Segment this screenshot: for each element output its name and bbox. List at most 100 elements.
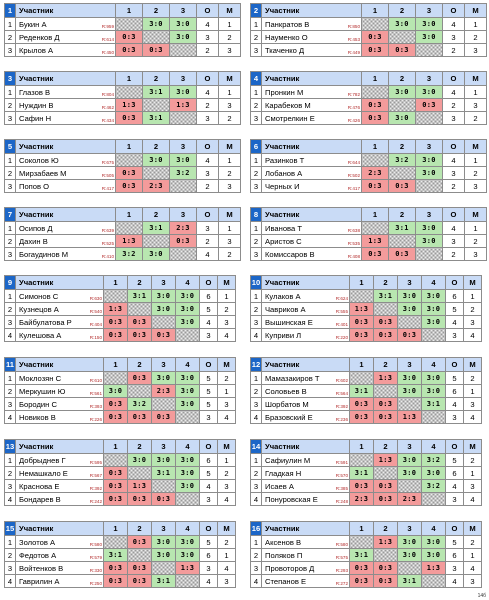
player-cell[interactable]: Краснова Е R:392 bbox=[15, 479, 104, 493]
player-name[interactable]: Мирзабаев М bbox=[19, 168, 67, 178]
player-cell[interactable]: Моклозян С R:610 bbox=[15, 371, 104, 385]
player-name[interactable]: Черных И bbox=[265, 181, 300, 191]
player-cell[interactable]: Букин А R:959 bbox=[15, 17, 116, 31]
player-cell[interactable]: Науменко О R:453 bbox=[261, 30, 362, 44]
player-name[interactable]: Крылов А bbox=[19, 45, 54, 55]
player-name[interactable]: Гладкая Н bbox=[265, 468, 302, 478]
player-cell[interactable]: Вышинская Е R:401 bbox=[261, 315, 350, 329]
player-cell[interactable]: Понуровская Е R:248 bbox=[261, 492, 350, 506]
player-cell[interactable]: Ткаченко Д R:449 bbox=[261, 43, 362, 57]
player-name[interactable]: Иванова Т bbox=[265, 223, 302, 233]
player-name[interactable]: Кулаков А bbox=[265, 291, 301, 301]
player-name[interactable]: Ткаченко Д bbox=[265, 45, 305, 55]
player-name[interactable]: Бородин С bbox=[19, 399, 57, 409]
player-name[interactable]: Кузнецов А bbox=[19, 304, 59, 314]
player-cell[interactable]: Новиков В R:226 bbox=[15, 410, 104, 424]
player-name[interactable]: Разинков Т bbox=[265, 155, 305, 165]
player-name[interactable]: Провоторов Д bbox=[265, 563, 315, 573]
player-cell[interactable]: Кузнецов А R:540 bbox=[15, 302, 104, 316]
player-cell[interactable]: Кулешова А R:150 bbox=[15, 328, 104, 342]
player-cell[interactable]: Пронкин М R:782 bbox=[261, 85, 362, 99]
player-cell[interactable]: Степанов Е R:272 bbox=[261, 574, 350, 588]
player-cell[interactable]: Дахин В R:525 bbox=[15, 234, 116, 248]
player-cell[interactable]: Немашкало Е R:567 bbox=[15, 466, 104, 480]
player-name[interactable]: Букин А bbox=[19, 19, 47, 29]
player-cell[interactable]: Добрыднев Г R:595 bbox=[15, 453, 104, 467]
player-cell[interactable]: Бородин С R:393 bbox=[15, 397, 104, 411]
player-cell[interactable]: Бразовский Е R:236 bbox=[261, 410, 350, 424]
player-name[interactable]: Мамазакиров Т bbox=[265, 373, 320, 383]
player-cell[interactable]: Панкратов В R:850 bbox=[261, 17, 362, 31]
player-name[interactable]: Краснова Е bbox=[19, 481, 60, 491]
player-name[interactable]: Байбулатова Р bbox=[19, 317, 72, 327]
player-cell[interactable]: Куприви Л R:220 bbox=[261, 328, 350, 342]
player-name[interactable]: Реденков Д bbox=[19, 32, 60, 42]
player-name[interactable]: Вышинская Е bbox=[265, 317, 313, 327]
player-name[interactable]: Исаев А bbox=[265, 481, 294, 491]
player-cell[interactable]: Сафиулин М R:591 bbox=[261, 453, 350, 467]
player-cell[interactable]: Симонов С R:630 bbox=[15, 289, 104, 303]
player-cell[interactable]: Шорбатов М R:392 bbox=[261, 397, 350, 411]
player-name[interactable]: Панкратов В bbox=[265, 19, 310, 29]
player-cell[interactable]: Исаев А R:385 bbox=[261, 479, 350, 493]
player-cell[interactable]: Бондарев В R:242 bbox=[15, 492, 104, 506]
player-cell[interactable]: Меркушин Ю R:561 bbox=[15, 384, 104, 398]
player-cell[interactable]: Чавриков А R:555 bbox=[261, 302, 350, 316]
player-name[interactable]: Соловьев В bbox=[265, 386, 307, 396]
player-name[interactable]: Степанов Е bbox=[265, 576, 307, 586]
player-name[interactable]: Глазов В bbox=[19, 87, 51, 97]
player-name[interactable]: Богаудинов М bbox=[19, 249, 69, 259]
player-cell[interactable]: Провоторов Д R:293 bbox=[261, 561, 350, 575]
player-name[interactable]: Моклозян С bbox=[19, 373, 62, 383]
player-cell[interactable]: Попов О R:417 bbox=[15, 179, 116, 193]
player-cell[interactable]: Аксенов В R:580 bbox=[261, 535, 350, 549]
player-name[interactable]: Меркушин Ю bbox=[19, 386, 66, 396]
player-name[interactable]: Нуждин В bbox=[19, 100, 54, 110]
player-name[interactable]: Новиков В bbox=[19, 412, 56, 422]
player-name[interactable]: Осипов Д bbox=[19, 223, 53, 233]
player-cell[interactable]: Мирзабаев М R:505 bbox=[15, 166, 116, 180]
player-name[interactable]: Куприви Л bbox=[265, 330, 302, 340]
player-name[interactable]: Кулешова А bbox=[19, 330, 62, 340]
player-cell[interactable]: Глазов В R:804 bbox=[15, 85, 116, 99]
player-cell[interactable]: Соколов Ю R:675 bbox=[15, 153, 116, 167]
player-name[interactable]: Золотов А bbox=[19, 537, 56, 547]
player-name[interactable]: Чавриков А bbox=[265, 304, 306, 314]
player-cell[interactable]: Карабеков М R:476 bbox=[261, 98, 362, 112]
player-name[interactable]: Смотрелкин Е bbox=[265, 113, 315, 123]
player-name[interactable]: Понуровская Е bbox=[265, 494, 318, 504]
player-cell[interactable]: Войтенков В R:330 bbox=[15, 561, 104, 575]
player-name[interactable]: Дахин В bbox=[19, 236, 48, 246]
player-cell[interactable]: Богаудинов М R:410 bbox=[15, 247, 116, 261]
player-cell[interactable]: Нуждин В R:462 bbox=[15, 98, 116, 112]
player-cell[interactable]: Мамазакиров Т R:602 bbox=[261, 371, 350, 385]
player-name[interactable]: Науменко О bbox=[265, 32, 308, 42]
player-name[interactable]: Сафиулин М bbox=[265, 455, 311, 465]
player-name[interactable]: Аристов С bbox=[265, 236, 302, 246]
player-name[interactable]: Добрыднев Г bbox=[19, 455, 66, 465]
player-cell[interactable]: Поляков П R:575 bbox=[261, 548, 350, 562]
player-cell[interactable]: Крылов А R:450 bbox=[15, 43, 116, 57]
player-name[interactable]: Аксенов В bbox=[265, 537, 302, 547]
player-cell[interactable]: Аристов С R:535 bbox=[261, 234, 362, 248]
player-name[interactable]: Бондарев В bbox=[19, 494, 61, 504]
player-cell[interactable]: Федотов А R:579 bbox=[15, 548, 104, 562]
player-cell[interactable]: Реденков Д R:614 bbox=[15, 30, 116, 44]
player-name[interactable]: Комиссаров В bbox=[265, 249, 315, 259]
player-name[interactable]: Бразовский Е bbox=[265, 412, 313, 422]
player-name[interactable]: Пронкин М bbox=[265, 87, 304, 97]
player-name[interactable]: Федотов А bbox=[19, 550, 57, 560]
player-name[interactable]: Поляков П bbox=[265, 550, 303, 560]
player-name[interactable]: Сафин Н bbox=[19, 113, 52, 123]
player-name[interactable]: Лобанов А bbox=[265, 168, 303, 178]
player-cell[interactable]: Золотов А R:580 bbox=[15, 535, 104, 549]
player-cell[interactable]: Осипов Д R:639 bbox=[15, 221, 116, 235]
player-cell[interactable]: Комиссаров В R:408 bbox=[261, 247, 362, 261]
player-cell[interactable]: Байбулатова Р R:404 bbox=[15, 315, 104, 329]
player-cell[interactable]: Разинков Т R:644 bbox=[261, 153, 362, 167]
player-name[interactable]: Войтенков В bbox=[19, 563, 64, 573]
player-cell[interactable]: Гладкая Н R:570 bbox=[261, 466, 350, 480]
player-cell[interactable]: Кулаков А R:624 bbox=[261, 289, 350, 303]
player-cell[interactable]: Соловьев В R:564 bbox=[261, 384, 350, 398]
player-cell[interactable]: Гаврилин А R:250 bbox=[15, 574, 104, 588]
